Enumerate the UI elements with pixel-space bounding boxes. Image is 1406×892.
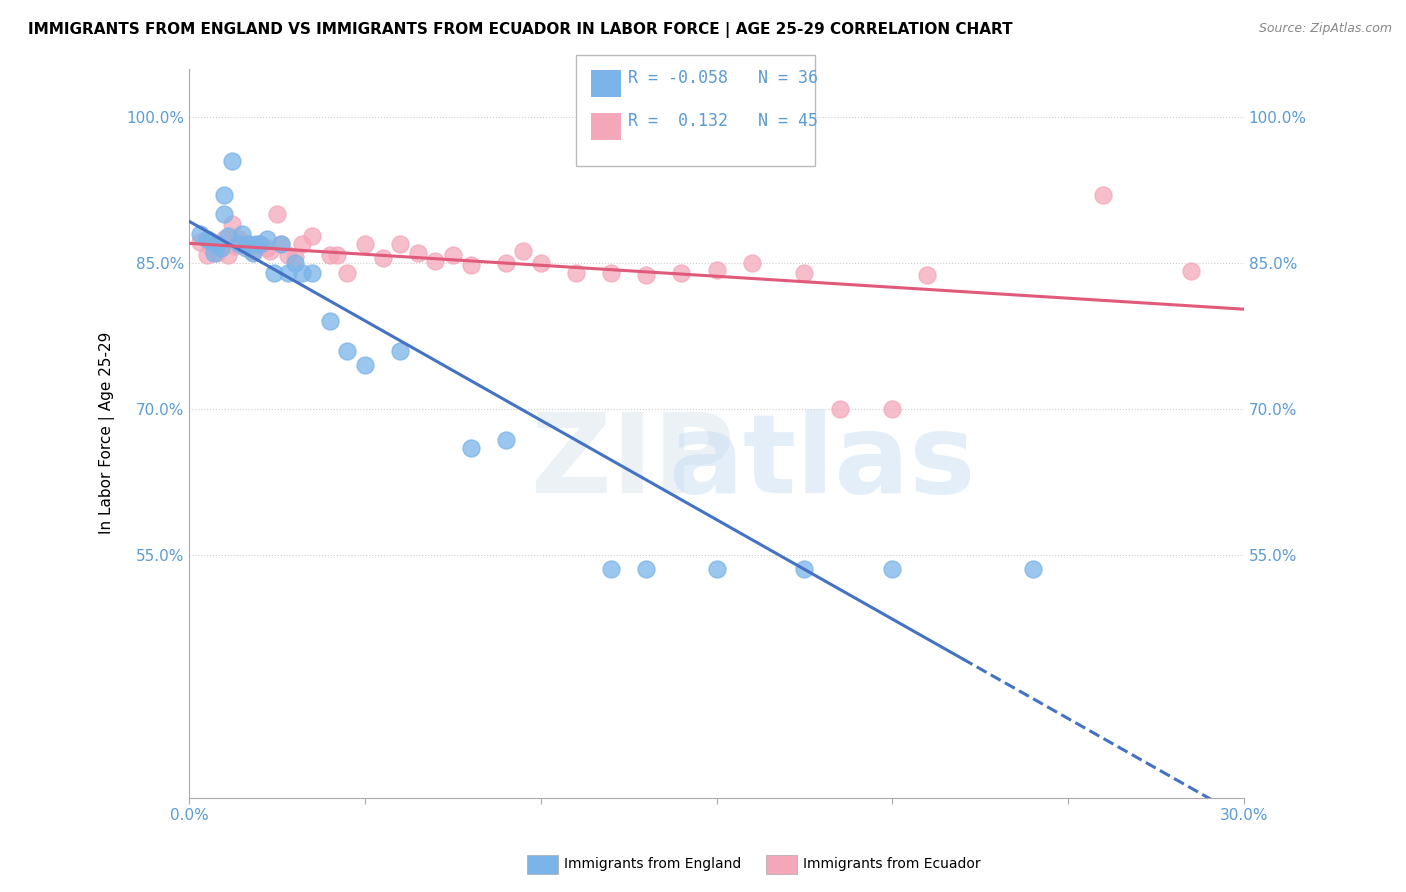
Point	[425, 254, 447, 268]
Point	[270, 236, 292, 251]
Point	[706, 263, 728, 277]
Point	[202, 246, 225, 260]
Point	[1092, 188, 1115, 202]
Y-axis label: In Labor Force | Age 25-29: In Labor Force | Age 25-29	[100, 332, 115, 534]
Point	[270, 236, 292, 251]
Point	[600, 562, 623, 576]
Text: ZIP: ZIP	[530, 409, 734, 516]
Point	[495, 256, 517, 270]
Point	[793, 266, 815, 280]
Point	[301, 228, 323, 243]
Text: Source: ZipAtlas.com: Source: ZipAtlas.com	[1258, 22, 1392, 36]
Point	[917, 268, 939, 282]
Point	[326, 248, 349, 262]
Point	[319, 248, 342, 262]
Point	[336, 266, 359, 280]
Point	[389, 236, 412, 251]
Point	[249, 236, 271, 251]
Point	[214, 188, 236, 202]
Point	[284, 250, 307, 264]
Point	[235, 236, 257, 251]
Point	[291, 236, 314, 251]
Point	[1180, 264, 1202, 278]
Point	[277, 248, 299, 262]
Text: R =  0.132   N = 45: R = 0.132 N = 45	[628, 112, 818, 129]
Point	[882, 401, 904, 416]
Point	[228, 236, 250, 251]
Point	[277, 266, 299, 280]
Point	[238, 236, 260, 251]
Text: Immigrants from England: Immigrants from England	[564, 857, 741, 871]
Point	[371, 251, 394, 265]
Point	[793, 562, 815, 576]
Point	[706, 562, 728, 576]
Point	[565, 266, 588, 280]
Point	[284, 256, 307, 270]
Point	[235, 242, 257, 256]
Point	[228, 232, 250, 246]
Point	[882, 562, 904, 576]
Point	[441, 248, 464, 262]
Point	[354, 358, 377, 372]
Point	[249, 236, 271, 251]
Point	[200, 234, 222, 248]
Point	[231, 227, 253, 241]
Point	[217, 248, 239, 262]
Point	[600, 266, 623, 280]
Point	[214, 232, 236, 246]
Point	[209, 242, 232, 256]
Text: atlas: atlas	[668, 409, 976, 516]
Point	[195, 232, 218, 246]
Point	[460, 441, 482, 455]
Point	[266, 207, 288, 221]
Point	[188, 235, 211, 249]
Point	[242, 244, 264, 259]
Point	[188, 227, 211, 241]
Text: IMMIGRANTS FROM ENGLAND VS IMMIGRANTS FROM ECUADOR IN LABOR FORCE | AGE 25-29 CO: IMMIGRANTS FROM ENGLAND VS IMMIGRANTS FR…	[28, 22, 1012, 38]
Point	[224, 238, 246, 252]
Point	[200, 238, 222, 252]
Point	[354, 236, 377, 251]
Point	[256, 242, 278, 256]
Point	[259, 244, 281, 259]
Point	[221, 217, 243, 231]
Point	[671, 266, 693, 280]
Point	[460, 258, 482, 272]
Point	[512, 244, 534, 259]
Point	[336, 343, 359, 358]
Point	[221, 153, 243, 168]
Point	[1022, 562, 1045, 576]
Text: R = -0.058   N = 36: R = -0.058 N = 36	[628, 69, 818, 87]
Point	[217, 228, 239, 243]
Point	[291, 266, 314, 280]
Point	[530, 256, 553, 270]
Point	[495, 433, 517, 447]
Point	[263, 266, 285, 280]
Point	[207, 236, 229, 251]
Point	[245, 236, 267, 251]
Point	[636, 268, 658, 282]
Point	[207, 246, 229, 260]
Point	[301, 266, 323, 280]
Point	[636, 562, 658, 576]
Point	[195, 248, 218, 262]
Point	[389, 343, 412, 358]
Point	[741, 256, 763, 270]
Point	[214, 207, 236, 221]
Point	[256, 232, 278, 246]
Point	[406, 246, 429, 260]
Point	[828, 401, 851, 416]
Text: Immigrants from Ecuador: Immigrants from Ecuador	[803, 857, 980, 871]
Point	[319, 314, 342, 328]
Point	[242, 246, 264, 260]
